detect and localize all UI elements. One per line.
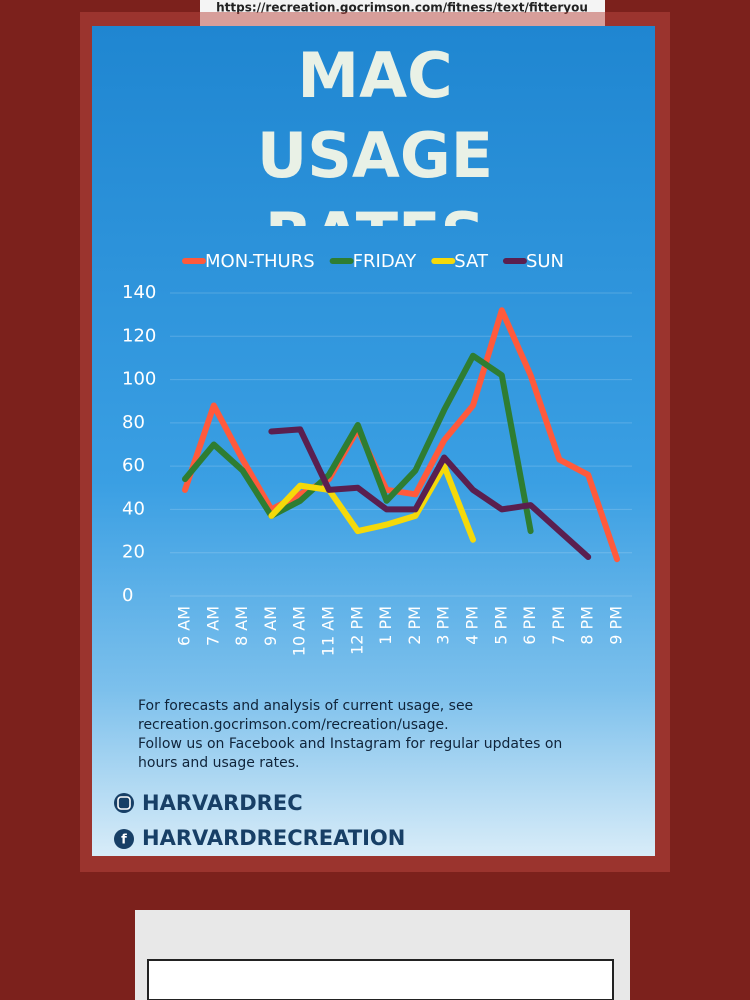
legend-label: SUN (526, 251, 564, 272)
y-tick-label: 40 (122, 498, 145, 519)
x-tick-label: 7 PM (549, 606, 568, 645)
facebook-glyph: f (121, 833, 127, 848)
y-tick-label: 60 (122, 455, 145, 476)
x-tick-label: 9 PM (607, 606, 626, 645)
y-tick-label: 120 (122, 325, 156, 346)
y-tick-label: 20 (122, 542, 145, 563)
x-tick-label: 1 PM (376, 606, 395, 645)
x-tick-label: 8 PM (578, 606, 597, 645)
y-tick-label: 80 (122, 412, 145, 433)
poster (92, 26, 655, 856)
plot: 0 20 40 60 80 100 120 140 6 AM 7 AM 8 AM 9 AM 10 AM 1… (122, 282, 632, 656)
footer-line: For forecasts and analysis of current us… (138, 698, 473, 714)
x-tick-label: 8 AM (232, 606, 251, 646)
x-tick-label: 6 PM (520, 606, 539, 645)
footer-line: hours and usage rates. (138, 755, 299, 771)
footer-line: recreation.gocrimson.com/recreation/usag… (138, 717, 449, 733)
y-tick-label: 140 (122, 282, 156, 303)
footer-line: Follow us on Facebook and Instagram for … (138, 736, 562, 752)
legend: MON-THURS FRIDAY SAT SUN (182, 251, 564, 272)
x-tick-label: 10 AM (290, 606, 309, 656)
legend-label: MON-THURS (205, 251, 315, 272)
legend-label: SAT (454, 251, 489, 272)
instagram-icon (114, 793, 134, 813)
x-tick-label: 11 AM (319, 606, 338, 656)
y-tick-label: 0 (122, 585, 133, 606)
facebook-handle: HARVARDRECREATION (142, 826, 405, 850)
series-line (182, 307, 620, 563)
series-line (268, 426, 592, 560)
chart-title: MAC USAGE RATES (256, 39, 494, 226)
footer: For forecasts and analysis of current us… (138, 698, 562, 771)
title-box: MAC USAGE RATES (256, 39, 494, 226)
bottom-paper (147, 959, 614, 1000)
series-line (182, 352, 534, 535)
y-tick-label: 100 (122, 369, 156, 390)
facebook-icon (114, 829, 134, 849)
legend-label: FRIDAY (353, 251, 418, 272)
x-tick-label: 3 PM (434, 606, 453, 645)
series-line (268, 463, 476, 543)
instagram-handle: HARVARDREC (142, 791, 303, 815)
x-tick-label: 9 AM (261, 606, 280, 646)
x-tick-label: 5 PM (491, 606, 510, 645)
header-note: https://recreation.gocrimson.com/fitness… (216, 1, 588, 15)
x-tick-label: 6 AM (175, 606, 194, 646)
instagram-glyph (117, 796, 131, 810)
x-tick-label: 12 PM (347, 606, 366, 655)
x-tick-label: 4 PM (463, 606, 482, 645)
x-tick-label: 7 AM (203, 606, 222, 646)
x-tick-label: 2 PM (405, 606, 424, 645)
